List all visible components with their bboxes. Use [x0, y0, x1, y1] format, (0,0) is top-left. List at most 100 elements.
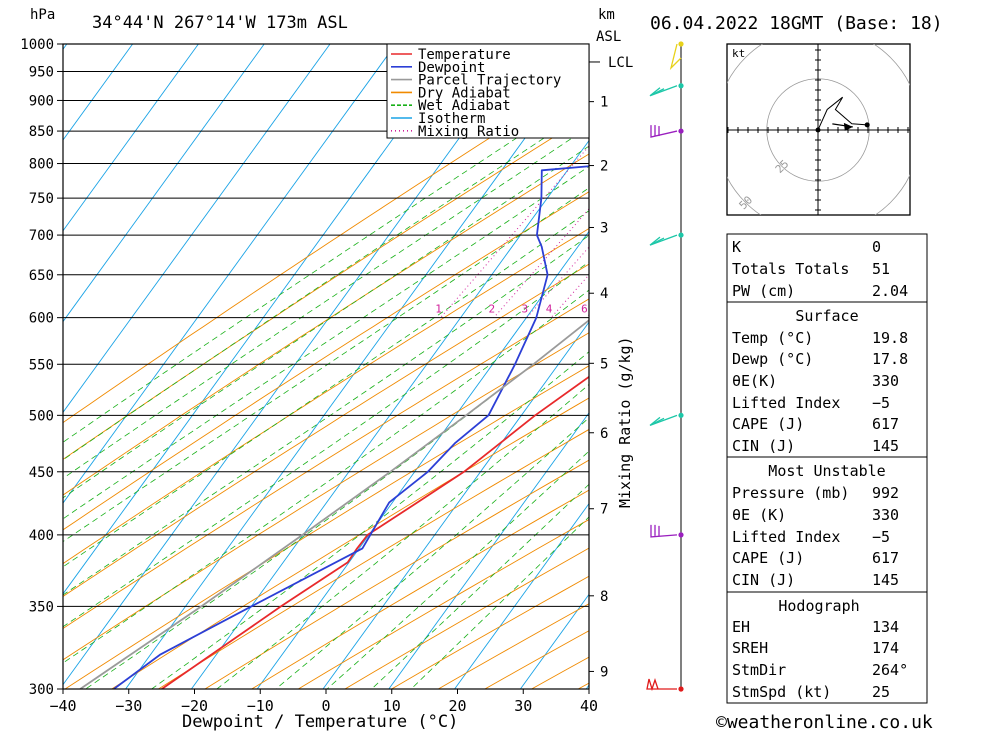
wind-barb-icon: [649, 85, 678, 97]
pressure-tick-label: 450: [29, 465, 54, 481]
pressure-tick-label: 900: [29, 93, 54, 109]
index-label: Lifted Index: [732, 528, 840, 546]
pressure-tick-label: 750: [29, 191, 54, 207]
wind-barb-dot: [678, 412, 684, 418]
index-label: CIN (J): [732, 571, 795, 589]
index-label: PW (cm): [732, 282, 795, 300]
index-value: 330: [872, 506, 899, 524]
legend-box: [386, 43, 590, 139]
index-value: 617: [872, 549, 899, 567]
x-tick-label: 40: [580, 697, 598, 715]
index-label: K: [732, 238, 741, 256]
wet-adiabat-line: [63, 210, 589, 568]
surface-section-title: Surface: [795, 307, 858, 325]
wet-adiabat-line: [275, 417, 589, 689]
isotherm-line: [63, 44, 199, 232]
hodograph-trace: [817, 96, 868, 131]
km-tick-label: 8: [600, 589, 608, 605]
km-tick-label: 3: [600, 220, 608, 236]
isotherm-line: [125, 49, 589, 689]
wet-adiabat-line: [63, 107, 589, 461]
x-tick-label: −30: [115, 697, 142, 715]
dry-adiabat-line: [63, 114, 589, 460]
dry-adiabat-line: [63, 191, 589, 531]
index-label: EH: [732, 618, 750, 636]
index-value: 992: [872, 484, 899, 502]
mixing-ratio-axis-title: Mixing Ratio (g/kg): [616, 336, 634, 508]
index-label: Lifted Index: [732, 394, 840, 412]
index-label: θE (K): [732, 506, 786, 524]
index-value: 51: [872, 260, 890, 278]
storm-motion-arrowhead: [843, 122, 853, 131]
series-parcel-trajectory-line: [79, 319, 589, 689]
index-label: CIN (J): [732, 437, 795, 455]
pressure-tick-label: 500: [29, 408, 54, 424]
mixing-ratio-label: 10: [625, 303, 638, 316]
legend-entry: Dewpoint: [418, 60, 485, 76]
pressure-tick-label: 400: [29, 528, 54, 544]
legend-entry: Mixing Ratio: [418, 124, 519, 140]
axis-labels: 3003504004505005506006507007508008509009…: [20, 37, 633, 715]
index-value: −5: [872, 394, 890, 412]
legend-entry: Wet Adiabat: [418, 98, 511, 114]
km-units-label: km: [598, 7, 615, 23]
mixing-ratio-label: 20: [692, 303, 705, 316]
pressure-tick-label: 800: [29, 157, 54, 173]
index-value: −5: [872, 528, 890, 546]
dry-adiabat-line: [158, 428, 589, 689]
isotherm-line: [63, 44, 265, 323]
pressure-tick-label: 1000: [20, 37, 54, 53]
index-value: 145: [872, 571, 899, 589]
mixing-ratio-label: 3: [521, 303, 528, 316]
legend-entry: Parcel Trajectory: [418, 73, 561, 89]
legend-entry: Isotherm: [418, 111, 485, 127]
isotherm-line: [388, 412, 589, 689]
x-tick-label: −20: [181, 697, 208, 715]
km-tick-label: 4: [600, 286, 608, 302]
x-tick-label: −10: [247, 697, 274, 715]
dry-adiabat-line: [64, 365, 589, 689]
indices-hodograph-box: [726, 591, 928, 704]
isotherm-line: [256, 230, 589, 689]
isotherm-line: [63, 44, 397, 504]
mixing-ratio-label: 1: [435, 303, 442, 316]
pressure-tick-label: 600: [29, 311, 54, 327]
index-value: 145: [872, 437, 899, 455]
index-label: Dewp (°C): [732, 350, 813, 368]
km-tick-label: 1: [600, 95, 608, 111]
isotherm-line: [322, 321, 589, 689]
index-label: Pressure (mb): [732, 484, 849, 502]
hodograph-unit-label: kt: [732, 47, 745, 60]
profile-lines: [79, 165, 589, 689]
series-dewpoint-line: [113, 165, 589, 689]
index-label: CAPE (J): [732, 415, 804, 433]
dry-adiabat-line: [204, 459, 589, 689]
pressure-tick-label: 550: [29, 357, 54, 373]
wind-barb-icon: [649, 234, 678, 246]
asl-units-label: ASL: [596, 29, 621, 45]
datetime-label: 06.04.2022 18GMT (Base: 18): [650, 13, 943, 34]
wind-barb-icon: [649, 414, 678, 426]
x-tick-label: 0: [321, 697, 330, 715]
location-title: 34°44'N 267°14'W 173m ASL: [92, 13, 348, 33]
x-tick-label: 10: [383, 697, 401, 715]
indices-most-unstable-box: [726, 456, 928, 593]
index-value: 2.04: [872, 282, 908, 300]
km-tick-label: 7: [600, 502, 608, 518]
x-tick-label: 30: [514, 697, 532, 715]
wind-barb-icon: [669, 43, 682, 71]
hodograph-ring-label: 75: [700, 230, 719, 249]
isotherm-line: [63, 44, 528, 686]
index-label: SREH: [732, 639, 768, 657]
dry-adiabat-line: [111, 397, 589, 689]
index-label: Temp (°C): [732, 329, 813, 347]
index-label: θE(K): [732, 372, 777, 390]
pressure-tick-label: 700: [29, 228, 54, 244]
hodograph-point: [815, 127, 821, 133]
pressure-tick-label: 850: [29, 124, 54, 140]
wind-barb-column: [646, 41, 684, 692]
isotherm-line: [63, 44, 331, 414]
pressure-units-label: hPa: [30, 7, 55, 23]
